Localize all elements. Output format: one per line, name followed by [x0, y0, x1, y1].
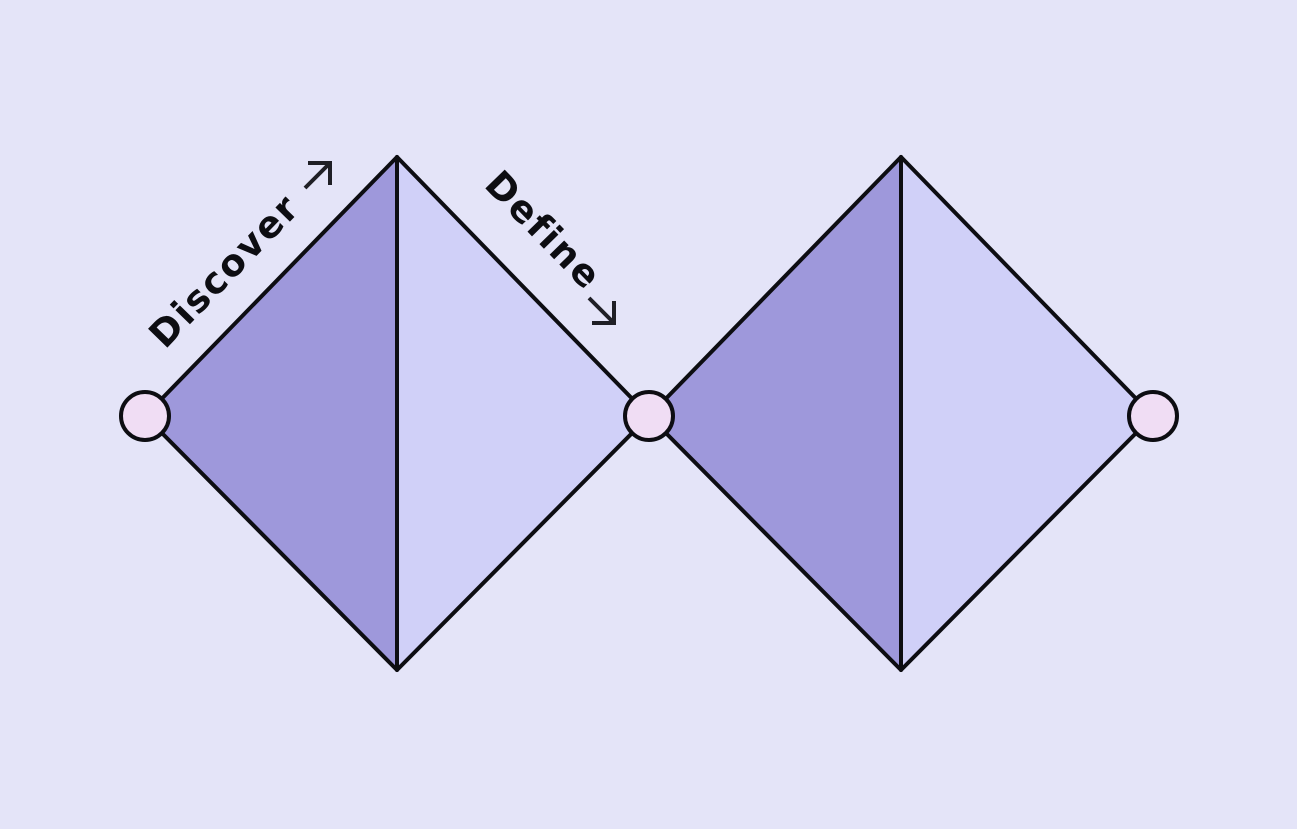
diamond-1-discover-half — [145, 157, 397, 670]
diamond-2 — [647, 155, 1155, 672]
diamond-2-diverge-half — [649, 157, 901, 670]
node-middle — [623, 390, 675, 442]
diamond-2-converge-half — [901, 157, 1153, 670]
node-end — [1127, 390, 1179, 442]
node-start — [119, 390, 171, 442]
arrow-up-right-icon — [303, 161, 332, 190]
diamond-1-define-half — [397, 157, 649, 670]
arrow-down-right-icon — [587, 296, 616, 325]
